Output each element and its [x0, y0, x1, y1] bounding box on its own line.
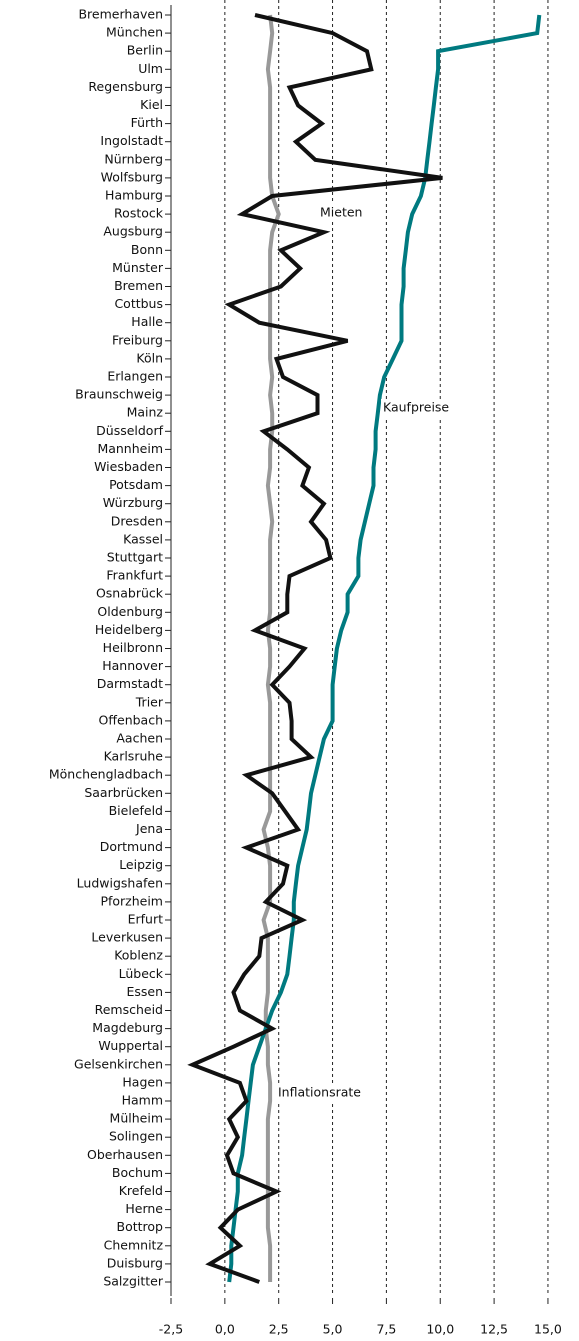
y-tick-label: Regensburg: [88, 79, 163, 94]
x-tick-label: 7,5: [376, 1322, 396, 1337]
series-line: [227, 14, 542, 1283]
y-tick-label: Stuttgart: [107, 550, 163, 565]
y-tick-label: Dresden: [111, 513, 163, 528]
y-tick-label: Offenbach: [99, 712, 163, 727]
y-tick-label: Mülheim: [110, 1111, 163, 1126]
y-tick-label: Augsburg: [103, 224, 163, 239]
x-tick-label: -2,5: [159, 1322, 183, 1337]
y-tick-label: Braunschweig: [75, 387, 163, 402]
y-tick-label: Berlin: [127, 43, 163, 58]
y-tick-label: Würzburg: [103, 495, 163, 510]
y-tick-label: Freiburg: [112, 332, 163, 347]
y-tick-label: Bremen: [114, 278, 163, 293]
y-tick-label: Bochum: [112, 1165, 163, 1180]
x-tick-label: 10,0: [426, 1322, 454, 1337]
y-tick-label: Rostock: [114, 206, 164, 221]
y-tick-label: Bonn: [131, 242, 163, 257]
series-label-bg: [318, 204, 365, 222]
y-tick-label: Nürnberg: [104, 151, 163, 166]
x-tick-label: 12,5: [480, 1322, 508, 1337]
series-line: [187, 13, 443, 1284]
y-tick-label: Kiel: [140, 97, 163, 112]
y-tick-label: Aachen: [116, 731, 163, 746]
y-tick-label: Jena: [135, 821, 163, 836]
y-tick-label: Pforzheim: [100, 893, 163, 908]
y-tick-label: Hannover: [102, 658, 164, 673]
y-tick-label: Ludwigshafen: [77, 875, 163, 890]
x-tick-label: 0,0: [215, 1322, 235, 1337]
y-tick-label: Wiesbaden: [94, 459, 163, 474]
y-tick-label: Köln: [136, 350, 163, 365]
y-tick-label: Ulm: [138, 61, 163, 76]
y-tick-label: Münster: [112, 260, 164, 275]
y-tick-label: Halle: [131, 314, 163, 329]
y-tick-label: Frankfurt: [106, 568, 163, 583]
y-tick-label: Krefeld: [119, 1183, 163, 1198]
y-tick-label: Wolfsburg: [101, 169, 163, 184]
y-tick-label: Essen: [126, 984, 163, 999]
y-tick-label: Lübeck: [119, 966, 164, 981]
y-tick-label: Solingen: [109, 1129, 163, 1144]
y-tick-label: Salzgitter: [103, 1274, 164, 1289]
y-tick-label: Koblenz: [114, 948, 163, 963]
y-tick-label: Ingolstadt: [100, 133, 163, 148]
series-line: [261, 14, 281, 1282]
y-tick-label: Oldenburg: [97, 604, 163, 619]
y-tick-label: Remscheid: [95, 1002, 163, 1017]
y-tick-label: Hagen: [122, 1074, 163, 1089]
y-tick-label: Leipzig: [119, 857, 163, 872]
y-tick-label: Bremerhaven: [78, 7, 163, 22]
y-tick-label: Chemnitz: [104, 1237, 164, 1252]
y-tick-label: Hamm: [122, 1093, 163, 1108]
x-tick-label: 2,5: [269, 1322, 289, 1337]
y-tick-label: Düsseldorf: [96, 423, 163, 438]
y-tick-label: Darmstadt: [97, 676, 163, 691]
y-tick-label: Herne: [125, 1201, 163, 1216]
y-tick-label: Magdeburg: [92, 1020, 163, 1035]
series-label-bg: [276, 1084, 363, 1102]
y-tick-label: Trier: [135, 694, 164, 709]
y-tick-label: Oberhausen: [87, 1147, 163, 1162]
y-tick-label: Cottbus: [114, 296, 163, 311]
y-tick-label: Karlsruhe: [104, 749, 164, 764]
y-tick-label: Bottrop: [117, 1219, 164, 1234]
y-tick-label: Saarbrücken: [84, 785, 163, 800]
y-tick-label: Gelsenkirchen: [74, 1056, 163, 1071]
y-tick-label: Duisburg: [107, 1255, 163, 1270]
y-tick-label: Potsdam: [109, 477, 163, 492]
y-tick-label: Wuppertal: [98, 1038, 163, 1053]
y-tick-label: Fürth: [131, 115, 163, 130]
y-tick-label: Heidelberg: [95, 622, 163, 637]
y-tick-label: Bielefeld: [109, 803, 163, 818]
x-tick-label: 15,0: [534, 1322, 562, 1337]
series-label: Inflationsrate: [278, 1085, 361, 1100]
x-tick-label: 5,0: [323, 1322, 343, 1337]
y-tick-label: Dortmund: [100, 839, 163, 854]
y-tick-label: Osnabrück: [96, 586, 164, 601]
y-tick-label: München: [106, 25, 163, 40]
y-tick-label: Hamburg: [105, 188, 163, 203]
y-tick-label: Mainz: [127, 405, 164, 420]
y-tick-label: Mannheim: [97, 441, 163, 456]
y-tick-label: Heilbronn: [103, 640, 163, 655]
y-tick-label: Erlangen: [107, 369, 163, 384]
y-tick-label: Mönchengladbach: [49, 767, 163, 782]
y-tick-label: Kassel: [123, 531, 163, 546]
series-label: Kaufpreise: [383, 400, 449, 415]
series-label: Mieten: [320, 205, 362, 220]
y-tick-label: Erfurt: [128, 912, 163, 927]
y-tick-label: Leverkusen: [91, 930, 163, 945]
series-label-bg: [381, 399, 452, 417]
